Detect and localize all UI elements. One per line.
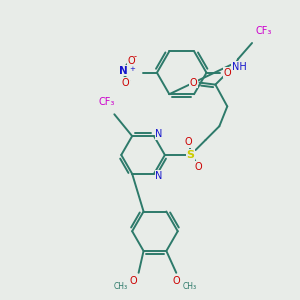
Text: CF₃: CF₃ — [256, 26, 272, 36]
Text: NH: NH — [232, 62, 247, 72]
Text: O: O — [190, 78, 197, 88]
Text: CF₃: CF₃ — [98, 98, 115, 107]
Text: S: S — [187, 150, 195, 160]
Text: O: O — [172, 276, 180, 286]
Text: CH₃: CH₃ — [183, 282, 197, 291]
Text: N: N — [155, 129, 163, 139]
Text: O: O — [185, 137, 193, 147]
Text: O: O — [128, 56, 135, 66]
Text: +: + — [129, 66, 135, 72]
Text: O: O — [195, 162, 203, 172]
Text: N: N — [119, 66, 128, 76]
Text: CH₃: CH₃ — [114, 282, 128, 291]
Text: O: O — [130, 276, 137, 286]
Text: N: N — [155, 171, 163, 181]
Text: -: - — [133, 52, 136, 61]
Text: O: O — [122, 78, 129, 88]
Text: O: O — [224, 68, 231, 78]
